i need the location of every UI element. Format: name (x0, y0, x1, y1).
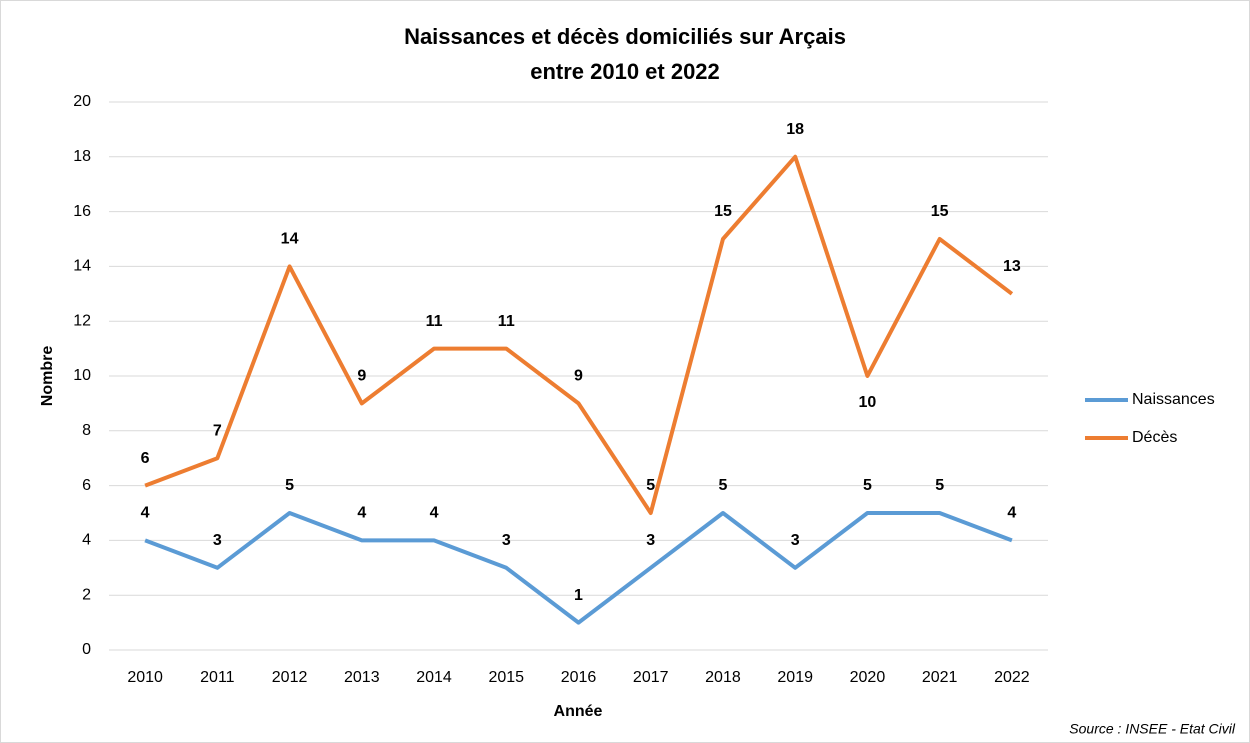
x-tick-label: 2017 (633, 669, 669, 686)
y-tick-label: 8 (82, 422, 91, 439)
data-label: 7 (213, 422, 222, 439)
series-line (144, 154, 1014, 515)
x-tick-label: 2021 (922, 669, 958, 686)
data-label: 3 (646, 532, 655, 549)
x-tick-label: 2022 (994, 669, 1030, 686)
y-tick-label: 14 (73, 258, 91, 275)
data-label: 11 (498, 313, 515, 330)
x-axis-title: Année (554, 703, 603, 720)
y-tick-label: 6 (82, 477, 91, 494)
data-label: 14 (281, 231, 299, 248)
legend-label: Naissances (1132, 391, 1215, 408)
y-tick-label: 16 (73, 203, 91, 220)
y-tick-label: 10 (73, 367, 91, 384)
data-label: 3 (791, 532, 800, 549)
y-tick-label: 12 (73, 312, 91, 329)
data-label: 4 (1007, 505, 1016, 522)
data-label: 5 (863, 477, 872, 494)
y-tick-label: 4 (82, 532, 91, 549)
data-label: 5 (285, 477, 294, 494)
x-tick-label: 2016 (561, 669, 597, 686)
x-tick-label: 2014 (416, 669, 452, 686)
y-tick-label: 20 (73, 93, 91, 110)
x-tick-label: 2010 (127, 669, 163, 686)
data-label: 5 (935, 477, 944, 494)
y-tick-label: 18 (73, 148, 91, 165)
data-label: 4 (357, 505, 366, 522)
series-line (144, 511, 1013, 625)
data-label: 4 (430, 505, 439, 522)
chart-title: entre 2010 et 2022 (530, 59, 720, 84)
data-label: 15 (714, 203, 732, 220)
y-tick-label: 2 (82, 586, 91, 603)
data-label: 5 (646, 477, 655, 494)
source-note: Source : INSEE - Etat Civil (1069, 721, 1236, 737)
y-axis-title: Nombre (39, 346, 56, 407)
x-tick-label: 2019 (777, 669, 813, 686)
data-label: 11 (426, 313, 443, 330)
data-label: 18 (786, 121, 804, 138)
x-tick-label: 2018 (705, 669, 741, 686)
legend-label: Décès (1132, 429, 1177, 446)
data-label: 9 (357, 368, 366, 385)
x-tick-label: 2011 (200, 669, 235, 686)
data-label: 1 (574, 587, 583, 604)
x-tick-label: 2015 (488, 669, 524, 686)
data-label: 6 (141, 450, 150, 467)
x-tick-label: 2012 (272, 669, 308, 686)
data-label: 13 (1003, 258, 1021, 275)
data-label: 15 (931, 203, 949, 220)
data-label: 10 (859, 394, 877, 411)
data-label: 4 (141, 505, 150, 522)
chart-title: Naissances et décès domiciliés sur Arçai… (404, 24, 846, 49)
x-tick-label: 2013 (344, 669, 380, 686)
y-tick-label: 0 (82, 641, 91, 658)
x-tick-label: 2020 (850, 669, 886, 686)
data-label: 3 (502, 532, 511, 549)
data-label: 9 (574, 368, 583, 385)
data-label: 5 (719, 477, 728, 494)
data-label: 3 (213, 532, 222, 549)
